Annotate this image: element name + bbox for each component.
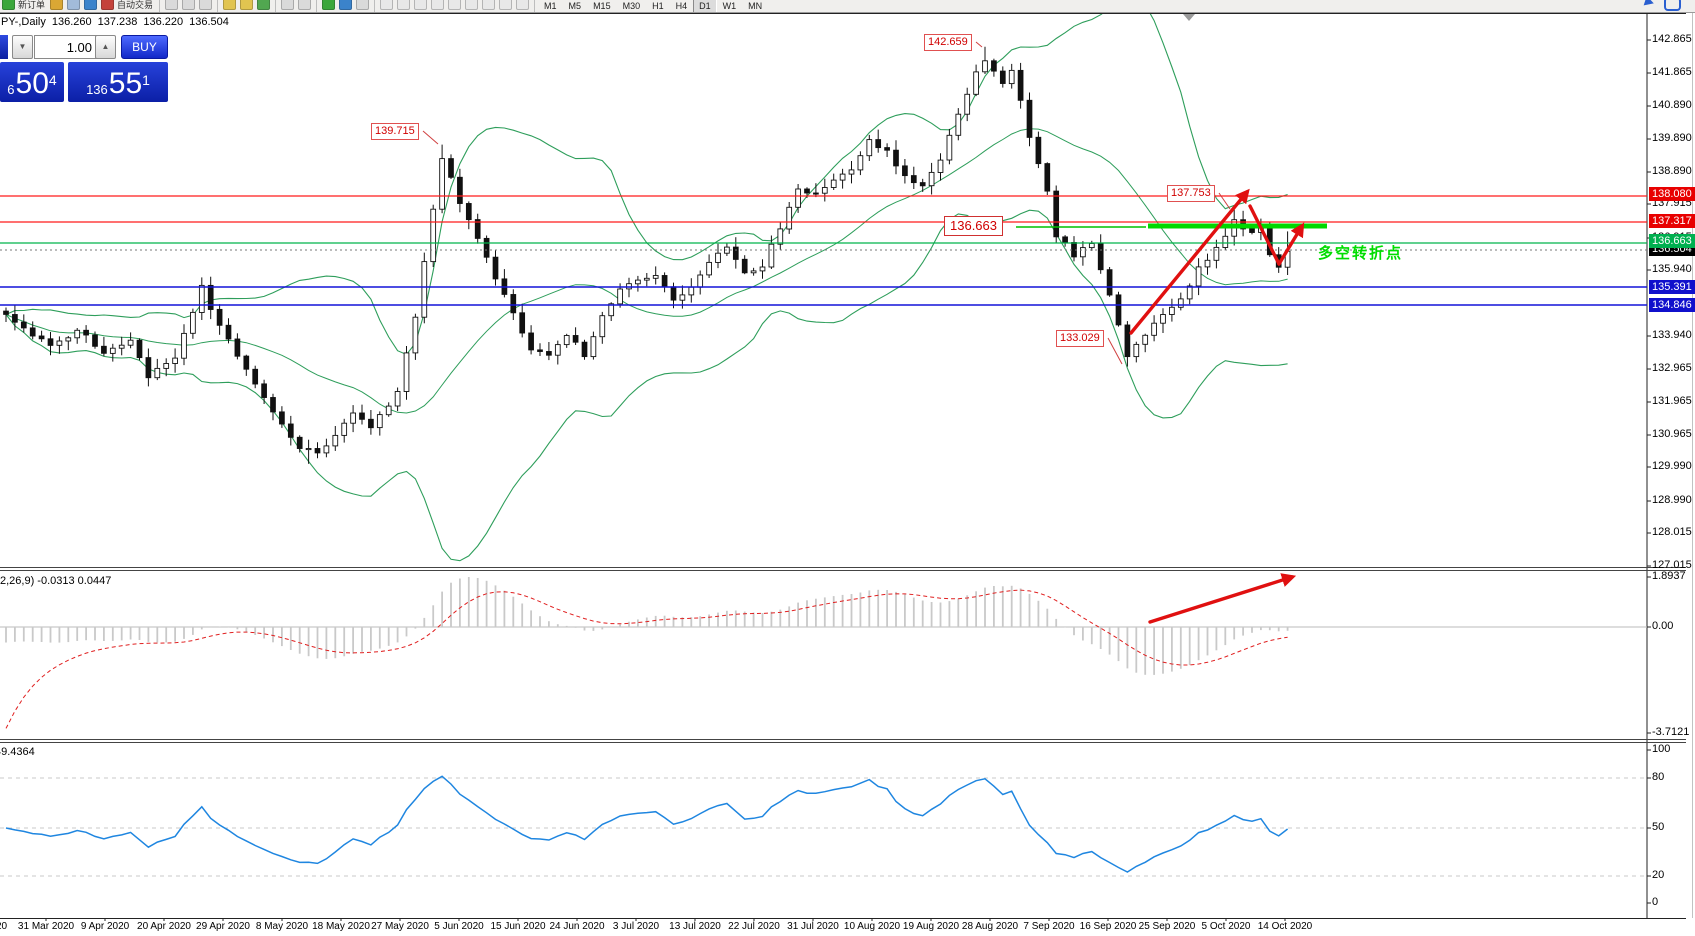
trend-turning-point-annotation[interactable]: 多空转折点 xyxy=(1318,245,1404,262)
text-label-icon[interactable] xyxy=(499,0,513,10)
timeframe-button-m1[interactable]: M1 xyxy=(544,1,557,11)
cloud-icon[interactable] xyxy=(67,0,81,10)
price-callout[interactable]: 133.029 xyxy=(1056,330,1104,347)
timeframe-button-m5[interactable]: M5 xyxy=(568,1,582,11)
macd-histogram xyxy=(0,577,1647,675)
timeframe-button-m30[interactable]: M30 xyxy=(622,1,641,11)
candlesticks xyxy=(3,46,1291,464)
sell-price-prefix: 6 xyxy=(7,82,15,97)
sell-price-big: 50 xyxy=(15,67,49,100)
price-callout[interactable]: 142.659 xyxy=(924,34,972,51)
toolbar: 新订单 自动交易 M1 M5 M15 M30 H1 H4 D1 W1 MN xyxy=(0,0,1695,13)
arrow-objects-icon[interactable] xyxy=(516,0,530,10)
globe-icon[interactable] xyxy=(84,0,98,10)
toolbar-group xyxy=(378,0,531,10)
timeframe-button-w1[interactable]: W1 xyxy=(722,1,737,11)
toolbar-group: 新订单 自动交易 xyxy=(0,0,156,11)
macd-signal-line xyxy=(5,589,1288,729)
buy-price-prefix: 136 xyxy=(86,82,108,97)
trend-arrows[interactable] xyxy=(1129,188,1305,624)
autotrade-label: 自动交易 xyxy=(117,0,154,10)
price-callout[interactable]: 137.753 xyxy=(1167,185,1215,202)
zoom-out-icon[interactable] xyxy=(240,0,254,10)
fibonacci-icon[interactable] xyxy=(482,0,496,10)
toolbar-group xyxy=(320,0,371,10)
toolbar-separator xyxy=(217,0,219,12)
zoom-in-icon[interactable] xyxy=(223,0,237,10)
buy-button[interactable]: BUY xyxy=(121,35,168,59)
line-chart-icon[interactable] xyxy=(199,0,213,10)
profiles-icon[interactable] xyxy=(339,0,353,10)
trend-arrow[interactable] xyxy=(1277,222,1305,266)
trend-arrow[interactable] xyxy=(1148,573,1297,624)
tile-windows-icon[interactable] xyxy=(257,0,271,10)
horizontal-line-icon[interactable] xyxy=(431,0,445,10)
chart-shift-marker[interactable] xyxy=(1183,14,1195,21)
sell-panel-edge xyxy=(0,35,8,59)
price-callout[interactable]: 139.715 xyxy=(371,123,419,140)
new-order-icon[interactable] xyxy=(2,0,15,10)
trend-arrow[interactable] xyxy=(1248,204,1281,266)
auto-scroll-icon[interactable] xyxy=(281,0,295,10)
volume-decrease-button[interactable]: ▼ xyxy=(12,35,33,59)
new-order-label: 新订单 xyxy=(18,0,46,10)
cursor-icon[interactable] xyxy=(380,0,394,10)
price-callout[interactable]: 136.663 xyxy=(944,216,1003,236)
timeframe-button-m15[interactable]: M15 xyxy=(593,1,611,11)
trendline-icon[interactable] xyxy=(448,0,462,10)
oscillator-panel xyxy=(0,775,1647,877)
callout-leader-line xyxy=(975,41,983,48)
crosshair-icon[interactable] xyxy=(397,0,411,10)
autotrade-icon[interactable] xyxy=(101,0,115,10)
toolbar-group xyxy=(279,0,313,10)
equidistant-channel-icon[interactable] xyxy=(465,0,479,10)
toolbar-separator xyxy=(534,0,536,12)
toolbar-separator xyxy=(316,0,318,12)
candlestick-chart-icon[interactable] xyxy=(182,0,196,10)
toolbar-separator xyxy=(374,0,376,12)
vertical-line-icon[interactable] xyxy=(414,0,428,10)
buy-price-big: 55 xyxy=(108,67,143,100)
sell-price-sup: 4 xyxy=(48,72,57,88)
callout-leader-line xyxy=(1107,337,1123,365)
volume-increase-button[interactable]: ▲ xyxy=(95,35,116,59)
callout-leader-line xyxy=(422,130,439,145)
timeframe-button-mn[interactable]: MN xyxy=(748,1,763,11)
timeframe-button-d1[interactable]: D1 xyxy=(693,0,717,12)
timeframe-button-h1[interactable]: H1 xyxy=(652,1,664,11)
toolbar-separator xyxy=(159,0,161,12)
chart-shift-icon[interactable] xyxy=(298,0,312,10)
indicators-icon[interactable] xyxy=(356,0,370,10)
buy-price-sup: 1 xyxy=(142,72,150,88)
volume-input[interactable] xyxy=(34,35,97,59)
support-resistance-lines[interactable] xyxy=(0,195,1647,306)
new-chart-icon[interactable] xyxy=(322,0,336,10)
sell-price-button[interactable]: 6 50 4 xyxy=(0,62,64,102)
oscillator-line xyxy=(5,775,1289,873)
trend-arrow[interactable] xyxy=(1129,188,1250,335)
toolbar-group xyxy=(163,0,214,10)
buy-price-button[interactable]: 136 55 1 xyxy=(68,62,168,102)
bar-chart-icon[interactable] xyxy=(165,0,179,10)
callout-leader-line xyxy=(1218,192,1231,210)
toolbar-group xyxy=(221,0,272,10)
timeframe-button-h4[interactable]: H4 xyxy=(675,1,688,11)
coin-icon[interactable] xyxy=(50,0,64,10)
chat-icon[interactable] xyxy=(1664,0,1681,11)
toolbar-separator xyxy=(275,0,277,12)
